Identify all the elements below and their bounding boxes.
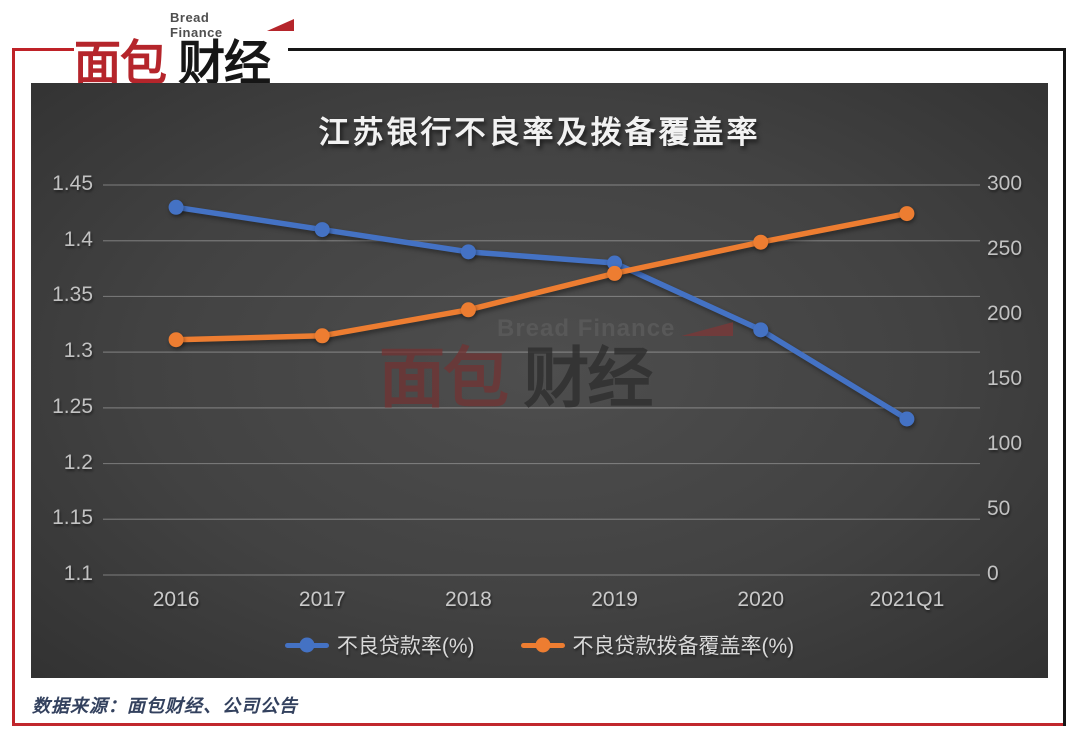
data-point-marker <box>460 244 476 260</box>
brand-name-primary: 面包 <box>74 35 167 90</box>
data-point-marker <box>460 302 476 318</box>
brand-name: 面包 财经 <box>74 23 271 93</box>
x-axis-label: 2020 <box>737 588 785 611</box>
chart-title: 江苏银行不良率及拨备覆盖率 <box>318 115 761 150</box>
brand-name-secondary: 财经 <box>178 35 271 90</box>
right-axis-tick: 250 <box>987 237 1023 260</box>
data-point-marker <box>168 332 184 348</box>
x-axis-label: 2017 <box>298 588 346 611</box>
left-axis-tick: 1.25 <box>52 394 93 418</box>
x-axis-label: 2018 <box>445 588 492 611</box>
brand-logo: Bread Finance 面包 财经 <box>74 2 294 90</box>
legend-dot-icon <box>535 637 550 653</box>
data-point-marker <box>314 328 330 344</box>
left-axis-tick: 1.4 <box>63 227 93 251</box>
right-axis-tick: 300 <box>987 172 1023 195</box>
x-axis-label: 2021Q1 <box>869 588 945 611</box>
chart-panel: 江苏银行不良率及拨备覆盖率 1.45 1.4 1.35 1.3 1.25 1.2 1.15 1… <box>31 83 1048 678</box>
plot-svg <box>103 184 980 576</box>
right-axis-tick: 0 <box>987 562 999 585</box>
data-point-marker <box>899 411 915 427</box>
frame-bottom-line <box>12 723 1066 726</box>
data-point-marker <box>314 222 330 238</box>
data-point-marker <box>753 322 769 338</box>
data-point-marker <box>168 199 184 215</box>
data-source-note: 数据来源：面包财经、公司公告 <box>32 696 298 716</box>
frame-top-red-line <box>12 48 74 51</box>
chart-legend: 不良贷款率(%) 不良贷款拨备覆盖率(%) <box>31 630 1048 660</box>
right-axis-tick: 50 <box>987 497 1011 520</box>
x-axis-label: 2016 <box>152 588 200 611</box>
left-axis-tick: 1.35 <box>52 283 93 307</box>
series-line <box>173 210 910 343</box>
brand-tagline: Bread Finance <box>170 10 223 40</box>
data-point-marker <box>899 206 915 222</box>
left-axis-tick: 1.45 <box>52 172 93 195</box>
frame-top-black-line <box>288 48 1063 51</box>
left-axis-tick: 1.3 <box>63 339 93 363</box>
series-line <box>173 204 910 422</box>
legend-item: 不良贷款拨备覆盖率(%) <box>520 630 795 660</box>
legend-line-marker-icon <box>284 637 329 653</box>
legend-line-marker-icon <box>520 637 565 653</box>
data-point-marker <box>607 265 623 281</box>
left-axis-tick: 1.15 <box>52 506 93 530</box>
data-point-marker <box>607 255 623 271</box>
legend-item: 不良贷款率(%) <box>284 630 475 660</box>
right-axis-tick: 100 <box>987 432 1023 455</box>
x-axis-label: 2019 <box>591 588 638 611</box>
right-axis-tick: 200 <box>987 302 1023 325</box>
brand-swoosh-icon <box>266 19 294 31</box>
legend-dot-icon <box>299 637 315 653</box>
legend-label: 不良贷款率(%) <box>336 635 475 658</box>
brand-tagline-row: Bread Finance <box>170 10 294 40</box>
frame-right-line <box>1063 48 1066 726</box>
frame-left-line <box>12 48 15 726</box>
right-axis-tick: 150 <box>987 367 1023 390</box>
legend-label: 不良贷款拨备覆盖率(%) <box>572 635 795 658</box>
left-axis-tick: 1.2 <box>63 450 93 474</box>
left-axis-tick: 1.1 <box>63 562 93 585</box>
data-point-marker <box>753 234 769 250</box>
